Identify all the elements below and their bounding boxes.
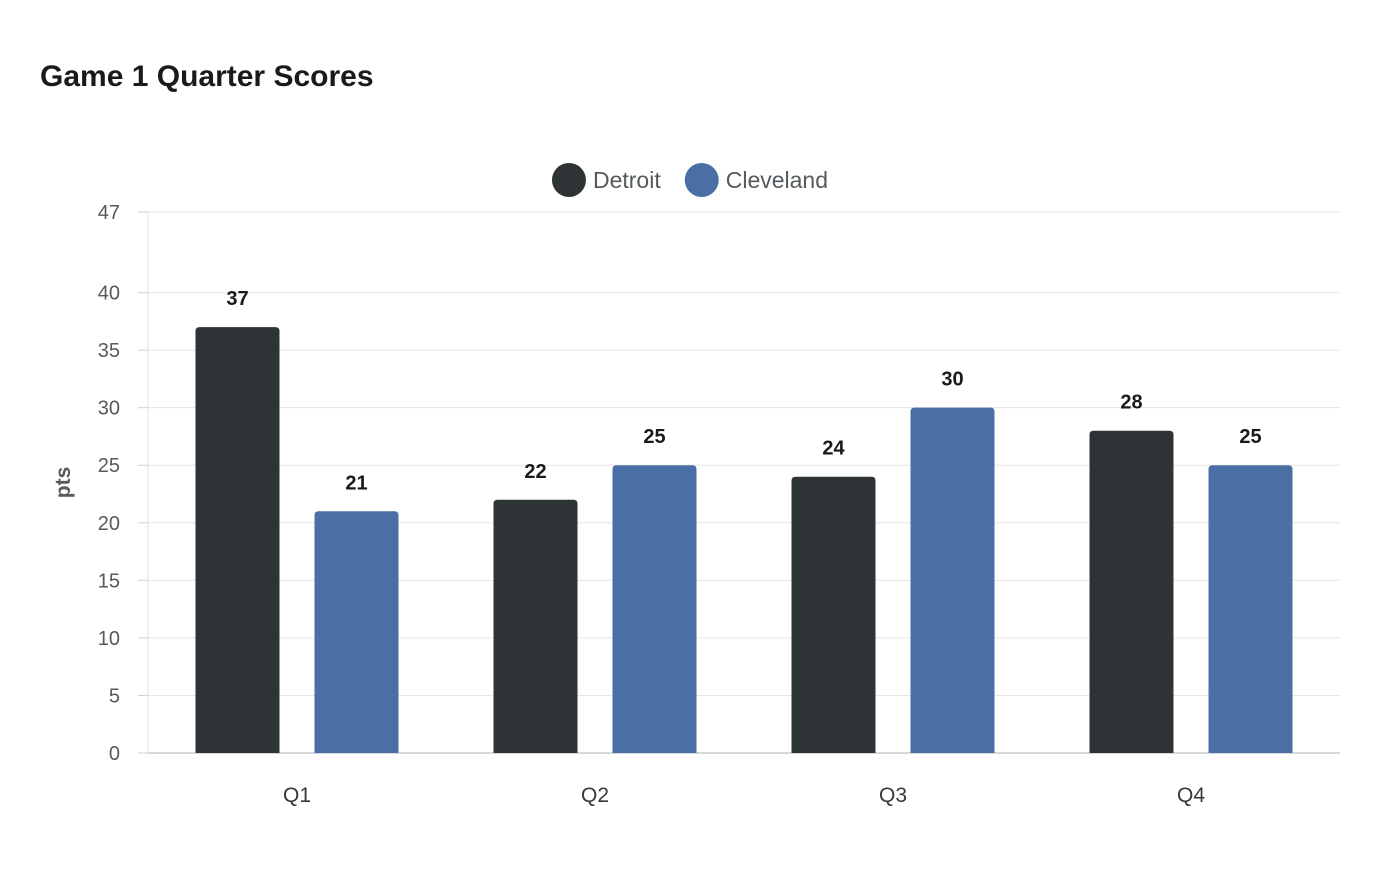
y-tick-label: 35: [98, 340, 120, 362]
x-tick-label: Q3: [879, 784, 907, 807]
y-tick-label: 40: [98, 283, 120, 305]
y-tick-label: 0: [109, 743, 120, 765]
bar-detroit-q3: [791, 476, 876, 753]
data-label-cleveland-q2: 25: [643, 426, 665, 448]
bar-cleveland-q3: [910, 407, 995, 753]
x-tick-label: Q4: [1177, 784, 1205, 807]
y-tick-label: 15: [98, 570, 120, 592]
chart-title: Game 1 Quarter Scores: [40, 60, 374, 93]
legend-swatch: [551, 163, 586, 197]
y-tick-label: 25: [98, 455, 120, 477]
bar-detroit-q1: [195, 327, 280, 753]
legend-label: Detroit: [593, 167, 661, 193]
data-label-detroit-q4: 28: [1120, 392, 1142, 414]
bar-cleveland-q2: [612, 465, 697, 753]
y-axis-label: pts: [52, 467, 75, 499]
bar-cleveland-q1: [314, 511, 399, 753]
data-label-detroit-q1: 37: [226, 288, 248, 310]
y-tick-label: 10: [98, 628, 120, 650]
legend-swatch: [684, 163, 719, 197]
bar-cleveland-q4: [1208, 465, 1293, 753]
legend-item-detroit[interactable]: Detroit: [551, 163, 661, 197]
data-label-cleveland-q1: 21: [345, 472, 367, 494]
bars: [195, 327, 1293, 753]
data-label-detroit-q3: 24: [822, 438, 845, 460]
x-tick-label: Q1: [283, 784, 311, 807]
x-tick-label: Q2: [581, 784, 609, 807]
legend: Detroit Cleveland: [551, 163, 828, 197]
data-labels: 37 21 22 25 24 30 28 25: [226, 288, 1261, 494]
legend-label: Cleveland: [726, 167, 828, 193]
data-label-detroit-q2: 22: [524, 461, 546, 483]
data-label-cleveland-q3: 30: [941, 369, 963, 391]
bar-detroit-q4: [1089, 430, 1174, 753]
y-tick-label: 30: [98, 398, 120, 420]
y-tick-label: 47: [98, 202, 120, 224]
bar-detroit-q2: [493, 499, 578, 753]
y-tick-label: 5: [109, 685, 120, 707]
data-label-cleveland-q4: 25: [1239, 426, 1261, 448]
y-tick-label: 20: [98, 513, 120, 535]
legend-item-cleveland[interactable]: Cleveland: [684, 163, 828, 197]
